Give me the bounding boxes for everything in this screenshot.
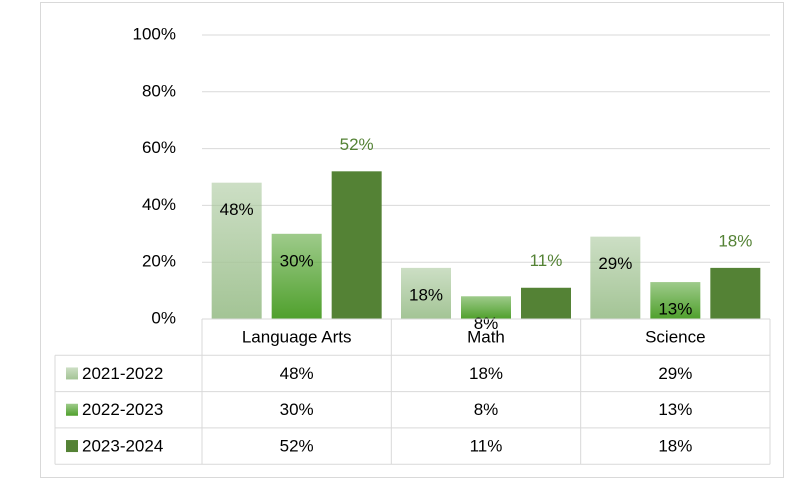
- table-cell: 52%: [280, 437, 314, 456]
- legend-key: [66, 367, 78, 380]
- y-tick-label: 80%: [142, 81, 176, 100]
- legend-key: [66, 440, 78, 453]
- x-tick-label: Math: [467, 328, 505, 347]
- legend-label: 2022-2023: [82, 400, 163, 419]
- bar: [331, 171, 382, 319]
- data-label: 13%: [658, 300, 692, 319]
- data-label: 29%: [598, 254, 632, 273]
- chart-border: [40, 2, 784, 478]
- x-tick-label: Science: [645, 328, 705, 347]
- bar: [401, 267, 451, 319]
- bar: [211, 182, 262, 319]
- data-label: 18%: [718, 231, 752, 250]
- legend-label: 2021-2022: [82, 364, 163, 383]
- bar: [710, 267, 761, 319]
- table-cell: 29%: [658, 364, 692, 383]
- bar: [271, 233, 322, 319]
- y-tick-label: 60%: [142, 138, 176, 157]
- data-label: 48%: [220, 200, 254, 219]
- table-cell: 18%: [658, 437, 692, 456]
- bar: [650, 282, 701, 319]
- y-tick-label: 0%: [151, 308, 176, 327]
- bar: [461, 296, 511, 319]
- table-cell: 48%: [280, 364, 314, 383]
- data-label: 11%: [530, 251, 563, 270]
- table-cell: 8%: [474, 400, 499, 419]
- table-cell: 30%: [280, 400, 314, 419]
- table-cell: 11%: [470, 437, 503, 456]
- table-cell: 18%: [469, 364, 503, 383]
- bar: [590, 236, 641, 319]
- data-label: 18%: [409, 285, 443, 304]
- legend-key: [66, 403, 78, 416]
- x-tick-label: Language Arts: [242, 328, 352, 347]
- table-cell: 13%: [658, 400, 692, 419]
- y-tick-label: 100%: [133, 24, 176, 43]
- legend-label: 2023-2024: [82, 437, 163, 456]
- y-tick-label: 20%: [142, 252, 176, 271]
- bar: [521, 287, 571, 319]
- data-label: 30%: [280, 251, 314, 270]
- y-tick-label: 40%: [142, 195, 176, 214]
- data-label: 52%: [340, 135, 374, 154]
